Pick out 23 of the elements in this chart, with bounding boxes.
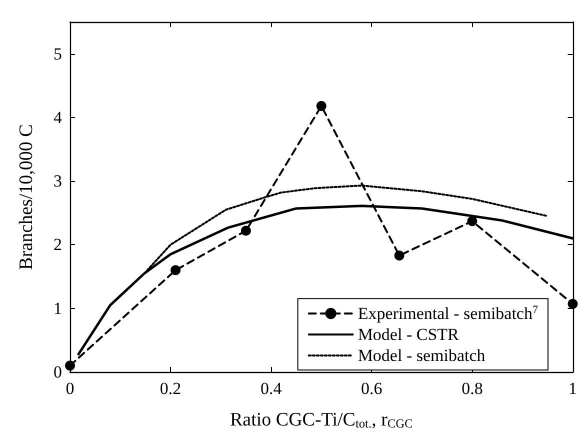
y-axis-title: Branches/10,000 C — [16, 124, 37, 270]
x-axis-title: Ratio CGC-Ti/Ctot., rCGC — [230, 409, 413, 431]
point — [568, 298, 578, 309]
y-tick-label: 4 — [54, 108, 62, 127]
point — [316, 101, 326, 111]
x-tick-label: 1 — [568, 379, 577, 398]
y-tick-label: 3 — [54, 172, 62, 191]
x-tick-label: 0 — [66, 379, 74, 398]
y-tick-label: 5 — [54, 44, 62, 64]
point — [65, 360, 75, 371]
y-tick-label: 0 — [54, 362, 62, 382]
point — [394, 250, 404, 261]
x-tick-label: 0.6 — [361, 379, 382, 398]
point — [467, 216, 478, 226]
x-tick-label: 0.2 — [160, 379, 182, 398]
y-tick-label: 1 — [54, 298, 62, 318]
x-tick-label: 0.4 — [260, 379, 282, 398]
legend-label: Model - semibatch — [358, 346, 486, 365]
legend-label: Model - CSTR — [358, 325, 460, 344]
x-tick-label: 0.8 — [462, 379, 483, 398]
y-tick-label: 2 — [54, 235, 62, 254]
point — [170, 265, 181, 276]
point — [240, 226, 251, 236]
